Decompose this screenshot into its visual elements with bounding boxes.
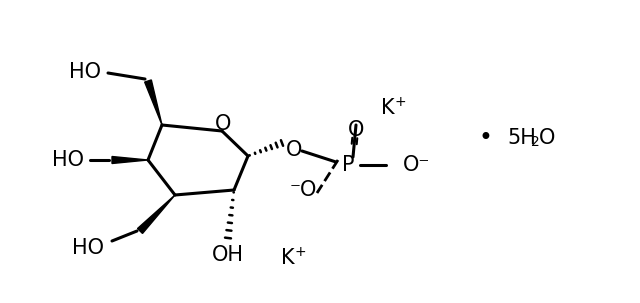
Text: 5H: 5H	[507, 128, 536, 148]
Text: ⁻O: ⁻O	[289, 180, 317, 200]
Polygon shape	[138, 195, 175, 233]
Polygon shape	[112, 157, 148, 164]
Text: O: O	[539, 128, 556, 148]
Text: O⁻: O⁻	[403, 155, 430, 175]
Text: HO: HO	[52, 150, 84, 170]
Text: •: •	[478, 126, 492, 150]
Text: OH: OH	[212, 245, 244, 265]
Polygon shape	[145, 80, 162, 125]
Text: +: +	[294, 245, 306, 259]
Text: O: O	[286, 140, 302, 160]
Text: P: P	[342, 155, 355, 175]
Text: K: K	[281, 248, 295, 268]
Text: HO: HO	[69, 62, 101, 82]
Text: HO: HO	[72, 238, 104, 258]
Text: K: K	[381, 98, 395, 118]
Text: O: O	[348, 120, 364, 140]
Text: 2: 2	[531, 135, 540, 149]
Text: +: +	[394, 95, 406, 109]
Text: O: O	[215, 114, 231, 134]
